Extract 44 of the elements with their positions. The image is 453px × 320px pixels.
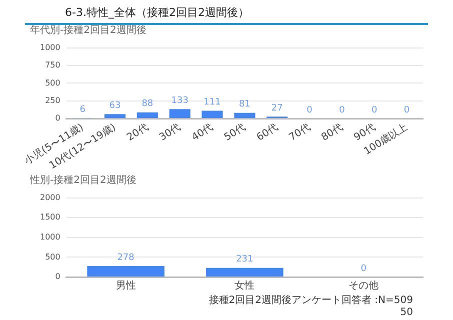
y-tick-label: 1500: [40, 212, 60, 222]
data-label: 81: [238, 100, 250, 110]
data-label: 111: [204, 98, 221, 108]
data-label: 133: [171, 96, 188, 106]
x-tick-label: 40代: [190, 122, 216, 144]
data-label: 0: [306, 105, 313, 116]
x-tick-label: 60代: [254, 122, 280, 144]
data-label: 0: [404, 105, 410, 116]
y-tick-label: 250: [45, 96, 60, 105]
chart-title: 性別-接種2回目2週間後: [30, 175, 138, 187]
text: 6-3.特性_全体（接種2回目2週間後）: [25, 0, 428, 25]
chart-title: 年代別-接種2回目2週間後: [30, 25, 148, 37]
x-tick-label: 50代: [222, 122, 248, 144]
data-label: 6: [80, 104, 86, 115]
x-tick-label: 70代: [287, 122, 312, 144]
data-label: 231: [236, 254, 254, 265]
data-label: 278: [117, 252, 135, 263]
text: 50: [399, 307, 414, 319]
x-tick-label: その他: [348, 280, 379, 292]
data-label: 0: [372, 105, 378, 116]
bar: [202, 110, 223, 118]
y-tick-label: 750: [45, 60, 60, 70]
y-tick-label: 1000: [40, 232, 60, 242]
y-tick-label: 2000: [40, 192, 60, 202]
y-tick-label: 500: [45, 252, 60, 262]
bar: [136, 112, 158, 118]
x-tick-label: 男性: [116, 280, 136, 292]
data-label: 88: [142, 99, 154, 110]
bar: [234, 112, 256, 118]
x-tick-label: 80代: [320, 122, 345, 144]
x-tick-label: 20代: [125, 122, 150, 144]
y-tick-label: 500: [45, 78, 60, 88]
y-tick-label: 1000: [40, 42, 60, 52]
data-label: 63: [109, 100, 121, 111]
y-tick-label: 0: [55, 114, 60, 123]
bar: [104, 114, 126, 118]
text: 接種2回目2週間後アンケート回答者 :N=509: [208, 295, 414, 307]
x-tick-label: 女性: [234, 280, 255, 292]
y-tick-label: 0: [55, 272, 60, 282]
data-label: 0: [360, 264, 367, 274]
x-tick-label: 30代: [158, 122, 183, 144]
data-label: 27: [271, 103, 283, 114]
data-label: 0: [339, 105, 346, 116]
bar: [169, 109, 190, 118]
